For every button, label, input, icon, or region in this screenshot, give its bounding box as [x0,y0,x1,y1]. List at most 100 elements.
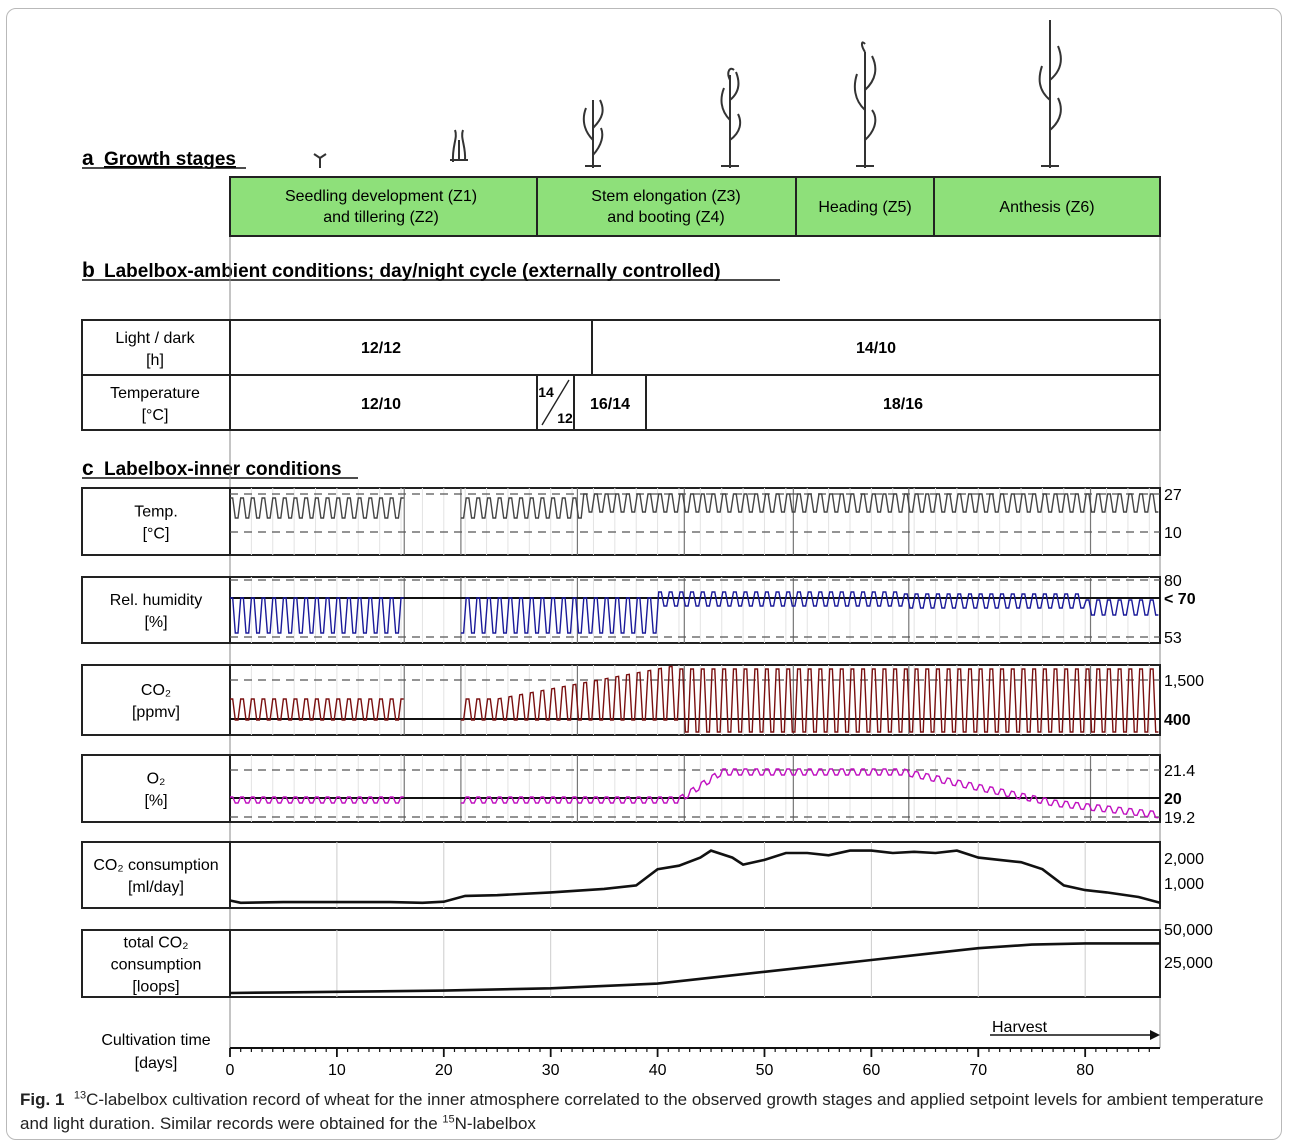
panel-rh-tick-0: 80 [1164,573,1182,590]
panel-temp-frame [81,487,1161,556]
panel-rh-label-0: Rel. humidity [110,592,202,609]
growth-stage-bar: Seedling development (Z1) and tillering … [229,176,1161,237]
panel-co2-frame [81,664,1161,736]
harvest-arrow-head [1150,1030,1160,1040]
panel-co2-trace-1 [460,665,1159,733]
caption-text-2: N-labelbox [454,1114,536,1133]
plant-icons [313,20,1062,168]
section-b-title: Labelbox-ambient conditions; day/night c… [104,261,721,282]
panel-o2: O₂ [%] 21.4 20 19.2 [81,754,1195,827]
section-a-title: Growth stages [104,149,236,170]
panel-co2c-tick-0: 2,000 [1164,851,1204,868]
panel-co2c-frame [81,841,1161,909]
harvest-label: Harvest [992,1019,1048,1036]
panel-total-label-0: total CO₂ [124,935,189,952]
panel-co2-tick-1: 400 [1164,712,1191,729]
caption-label: Fig. 1 [20,1090,65,1109]
panel-co2c-label-1: [ml/day] [128,879,184,896]
stage-4-label: Anthesis (Z6) [999,199,1094,216]
panel-temp-label-1: [°C] [143,526,170,543]
section-a-heading: a Growth stages [82,147,246,170]
panel-o2-label-1: [%] [144,793,167,810]
temp-value-2a: 14 [538,384,554,400]
inner-conditions: Temp. [°C] 27 10 Rel. humidity [%] 80< 70 53 CO₂… [81,487,1213,998]
light-label-line1: Light / dark [115,330,195,347]
panel-co2c-tick-1: 1,000 [1164,876,1204,893]
panel-total-label-1: consumption [111,957,202,974]
panel-co2-label-0: CO₂ [141,682,171,699]
panel-temp-tick-1: 10 [1164,525,1182,542]
panel-rh-trace-1 [460,591,1159,634]
panel-co2-label-1: [ppmv] [132,704,180,721]
section-c-heading: c Labelbox-inner conditions [82,457,358,480]
time-tick-label-80: 80 [1076,1062,1094,1079]
stage-bar-background [229,176,1161,237]
panel-rh-tick-2: 53 [1164,630,1182,647]
time-axis-label-line2: [days] [135,1055,178,1072]
temp-label-line1: Temperature [110,385,200,402]
panel-o2-frame [81,754,1161,823]
plant-icon-1 [313,153,327,168]
stage-1-line1: Seedling development (Z1) [285,188,477,205]
panel-rh-frame [81,576,1161,644]
panel-o2-tick-1: 20 [1164,791,1182,808]
light-label-line2: [h] [146,352,164,369]
figure: a Growth stages b Labelbox-ambient condi… [81,20,1213,1079]
stage-3-label: Heading (Z5) [818,199,911,216]
panel-co2-trace-0 [230,698,404,721]
stage-2-line2: and booting (Z4) [607,209,724,226]
time-tick-label-40: 40 [649,1062,667,1079]
panel-co2c: CO₂ consumption [ml/day] 2,000 1,000 [81,841,1204,909]
time-tick-label-0: 0 [226,1062,235,1079]
light-value-2: 14/10 [856,340,896,357]
panel-co2c-label-0: CO₂ consumption [93,857,218,874]
time-tick-label-30: 30 [542,1062,560,1079]
panel-temp-label-0: Temp. [134,504,178,521]
panel-temp-tick-0: 27 [1164,487,1182,504]
temp-value-4: 18/16 [883,396,923,413]
plant-icon-3 [582,99,604,168]
section-b-letter: b [82,259,95,282]
panel-temp-trace-0 [230,497,404,519]
panel-o2-trace-1 [460,768,1159,819]
caption-text-1: C-labelbox cultivation record of wheat f… [20,1090,1264,1133]
panel-temp: Temp. [°C] 27 10 [81,487,1182,556]
temp-value-3: 16/14 [590,396,630,413]
light-value-1: 12/12 [361,340,401,357]
temp-value-1: 12/10 [361,396,401,413]
panel-temp-trace-1 [460,493,1159,519]
section-b-heading: b Labelbox-ambient conditions; day/night… [82,259,780,282]
stage-2-line1: Stem elongation (Z3) [591,188,740,205]
panel-total-frame [81,929,1161,998]
panel-total-tick-1: 25,000 [1164,955,1213,972]
panel-o2-tick-0: 21.4 [1164,763,1195,780]
panel-o2-label-0: O₂ [147,771,166,788]
panel-o2-trace-0 [230,796,404,804]
panel-total: total CO₂ consumption [loops] 50,000 25,000 [81,922,1213,998]
panel-rh-trace-0 [230,597,404,634]
figure-caption: Fig. 1 13C-labelbox cultivation record o… [20,1088,1270,1136]
panel-co2-tick-0: 1,500 [1164,673,1204,690]
time-axis: Cultivation time [days] Harvest 0 10 20 30 4… [101,1019,1160,1079]
panel-total-tick-0: 50,000 [1164,922,1213,939]
time-tick-label-50: 50 [756,1062,774,1079]
caption-isotope-n: 15 [442,1113,455,1126]
panel-rh-label-1: [%] [144,614,167,631]
stage-1-line2: and tillering (Z2) [323,209,439,226]
time-tick-label-60: 60 [862,1062,880,1079]
plant-icon-2 [450,129,468,163]
ambient-table [81,319,1161,431]
panel-rh-tick-1: < 70 [1164,591,1196,608]
panel-total-label-2: [loops] [132,979,179,996]
panel-o2-tick-2: 19.2 [1164,810,1195,827]
panel-total-line [229,942,1160,995]
panel-co2c-line [229,849,1161,905]
plant-icon-4 [720,67,742,168]
panel-co2: CO₂ [ppmv] 1,500 400 [81,664,1204,736]
section-c-title: Labelbox-inner conditions [104,459,342,480]
time-tick-label-20: 20 [435,1062,453,1079]
time-tick-label-10: 10 [328,1062,346,1079]
section-c-letter: c [82,457,94,480]
section-a-letter: a [82,147,94,170]
caption-isotope-c: 13 [73,1089,87,1102]
